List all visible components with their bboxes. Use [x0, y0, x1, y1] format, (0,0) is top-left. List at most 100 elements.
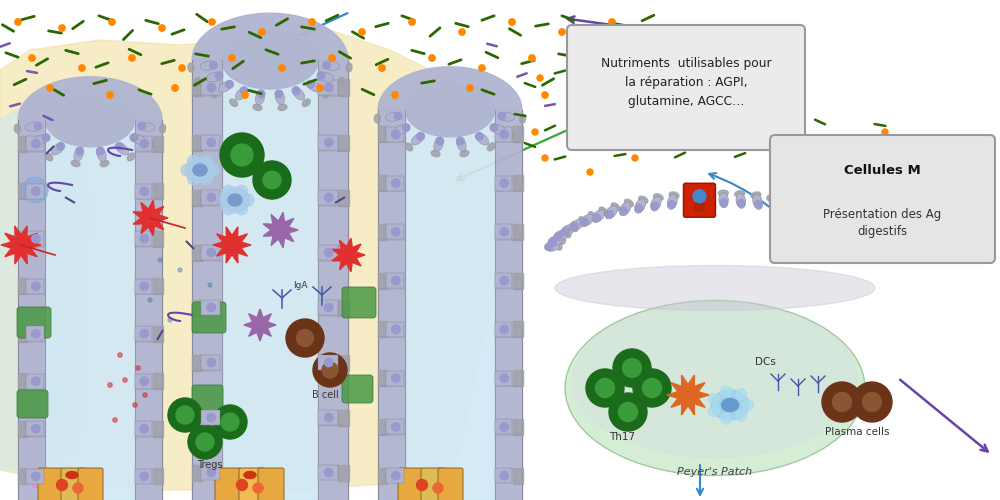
- Bar: [18, 326, 27, 342]
- Circle shape: [108, 383, 112, 387]
- Circle shape: [313, 353, 347, 387]
- Circle shape: [694, 202, 704, 212]
- Ellipse shape: [753, 194, 763, 210]
- Circle shape: [325, 468, 333, 476]
- Circle shape: [830, 214, 837, 222]
- FancyBboxPatch shape: [17, 390, 48, 418]
- Circle shape: [263, 171, 281, 189]
- Circle shape: [617, 79, 623, 85]
- Circle shape: [500, 276, 508, 285]
- Ellipse shape: [131, 134, 146, 144]
- Bar: [513, 468, 522, 483]
- Ellipse shape: [491, 124, 506, 134]
- Circle shape: [317, 72, 325, 80]
- Circle shape: [852, 382, 892, 422]
- Circle shape: [207, 138, 215, 146]
- Circle shape: [618, 402, 638, 421]
- Polygon shape: [0, 90, 90, 470]
- Circle shape: [579, 65, 585, 71]
- Circle shape: [181, 164, 193, 176]
- Bar: [26, 326, 44, 341]
- Bar: [386, 322, 404, 337]
- Bar: [513, 272, 522, 288]
- Ellipse shape: [34, 134, 49, 144]
- Circle shape: [392, 472, 400, 480]
- Circle shape: [593, 214, 600, 222]
- Ellipse shape: [255, 90, 265, 105]
- Circle shape: [392, 228, 400, 236]
- Bar: [201, 355, 220, 370]
- Circle shape: [172, 85, 178, 91]
- Ellipse shape: [548, 236, 563, 246]
- Circle shape: [559, 29, 565, 35]
- Circle shape: [622, 358, 642, 378]
- Polygon shape: [192, 60, 222, 500]
- Bar: [153, 421, 162, 437]
- Bar: [153, 278, 162, 294]
- Text: B cell: B cell: [312, 390, 338, 400]
- Ellipse shape: [411, 133, 424, 145]
- Circle shape: [577, 95, 583, 101]
- Circle shape: [752, 142, 758, 148]
- Ellipse shape: [592, 210, 605, 222]
- Circle shape: [207, 304, 215, 312]
- Circle shape: [359, 29, 365, 35]
- Circle shape: [107, 92, 113, 98]
- Circle shape: [259, 29, 265, 35]
- Circle shape: [57, 142, 64, 150]
- Ellipse shape: [219, 82, 232, 92]
- Bar: [386, 420, 404, 434]
- Circle shape: [236, 202, 248, 214]
- Ellipse shape: [27, 468, 49, 488]
- Ellipse shape: [735, 190, 745, 197]
- Circle shape: [148, 298, 152, 302]
- Circle shape: [200, 156, 212, 168]
- Circle shape: [34, 122, 42, 130]
- Circle shape: [159, 25, 165, 31]
- Circle shape: [210, 62, 217, 69]
- Ellipse shape: [188, 63, 194, 72]
- Circle shape: [196, 433, 214, 451]
- Circle shape: [509, 19, 515, 25]
- Bar: [18, 421, 27, 437]
- Circle shape: [32, 424, 40, 433]
- Ellipse shape: [868, 240, 874, 250]
- Ellipse shape: [500, 112, 515, 122]
- Circle shape: [32, 282, 40, 290]
- Circle shape: [852, 222, 859, 230]
- Circle shape: [209, 19, 215, 25]
- FancyBboxPatch shape: [192, 385, 223, 413]
- Ellipse shape: [813, 206, 825, 219]
- Bar: [386, 127, 404, 142]
- Ellipse shape: [293, 88, 305, 100]
- Circle shape: [622, 129, 628, 135]
- Bar: [378, 419, 387, 435]
- Ellipse shape: [570, 219, 584, 231]
- FancyBboxPatch shape: [78, 468, 103, 500]
- Circle shape: [787, 204, 795, 212]
- Polygon shape: [378, 110, 405, 500]
- Circle shape: [609, 393, 647, 431]
- Bar: [495, 420, 512, 434]
- Ellipse shape: [855, 224, 869, 235]
- Ellipse shape: [751, 192, 761, 198]
- Ellipse shape: [160, 124, 166, 133]
- Ellipse shape: [556, 240, 562, 250]
- Ellipse shape: [639, 196, 648, 203]
- Circle shape: [317, 85, 323, 91]
- FancyBboxPatch shape: [770, 135, 995, 263]
- Ellipse shape: [555, 266, 875, 310]
- Ellipse shape: [460, 150, 469, 156]
- Bar: [318, 300, 338, 315]
- FancyBboxPatch shape: [215, 468, 241, 500]
- Ellipse shape: [244, 472, 256, 478]
- Circle shape: [213, 405, 247, 439]
- Circle shape: [709, 129, 715, 135]
- Circle shape: [863, 392, 882, 411]
- Bar: [192, 410, 202, 426]
- Circle shape: [15, 19, 21, 25]
- Circle shape: [178, 268, 182, 272]
- Circle shape: [680, 387, 696, 403]
- Ellipse shape: [235, 88, 247, 100]
- Circle shape: [42, 134, 50, 141]
